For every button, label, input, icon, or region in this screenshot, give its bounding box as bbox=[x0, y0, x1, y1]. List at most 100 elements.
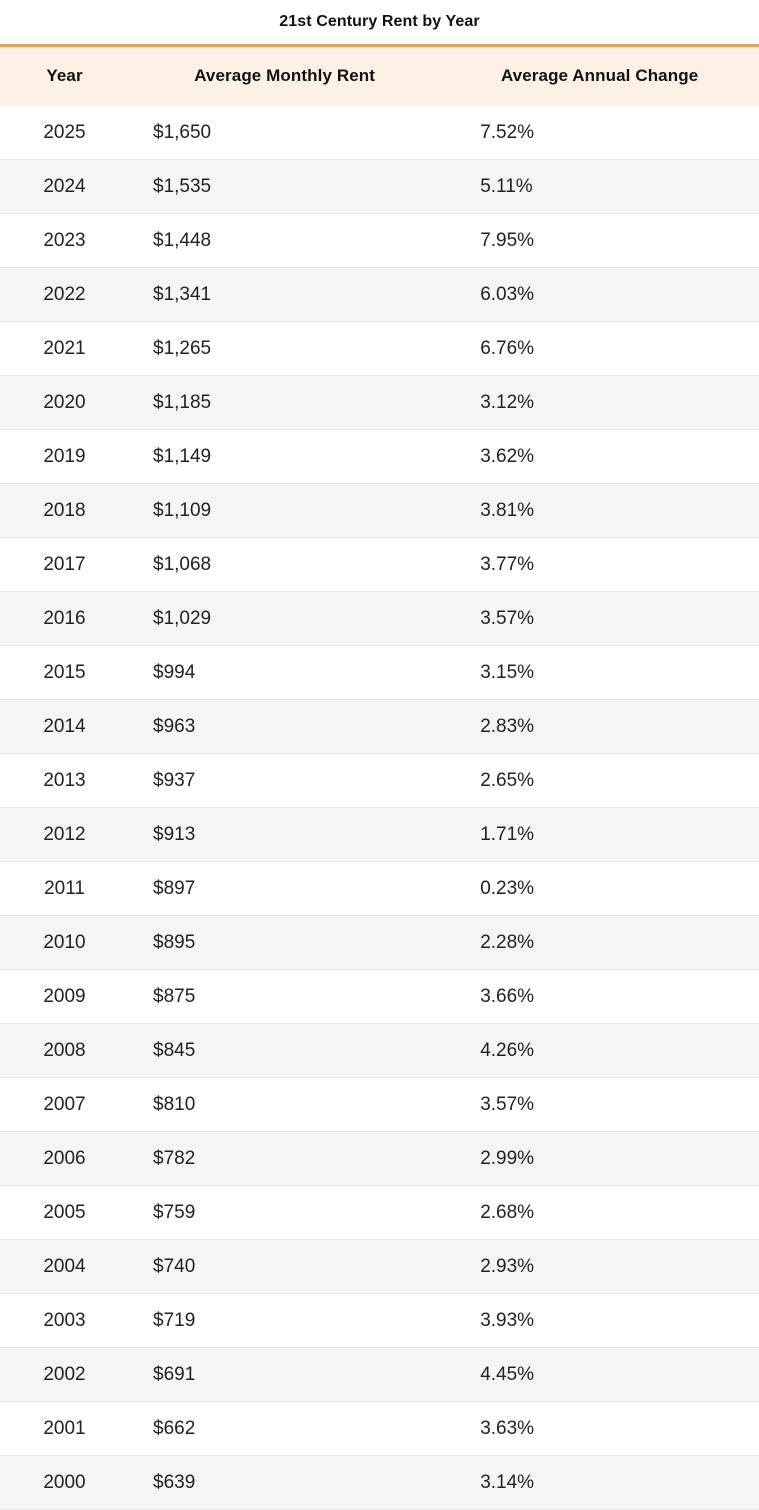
monthly-rent-cell: $639 bbox=[153, 1472, 196, 1493]
table-title: 21st Century Rent by Year bbox=[279, 13, 480, 30]
monthly-rent-cell: $1,448 bbox=[153, 230, 212, 251]
year-cell: 2003 bbox=[43, 1310, 86, 1331]
annual-change-cell: 2.28% bbox=[480, 932, 535, 953]
year-cell: 2021 bbox=[43, 338, 86, 359]
table-row: 2008 $845 4.26% bbox=[0, 1023, 759, 1078]
year-cell: 2012 bbox=[43, 824, 86, 845]
table-row: 2025 $1,650 7.52% bbox=[0, 105, 759, 160]
year-cell: 2017 bbox=[43, 554, 86, 575]
table-row: 2001 $662 3.63% bbox=[0, 1401, 759, 1456]
table-row: 2014 $963 2.83% bbox=[0, 699, 759, 754]
year-cell: 2000 bbox=[43, 1472, 86, 1493]
monthly-rent-cell: $1,341 bbox=[153, 284, 212, 305]
annual-change-cell: 6.76% bbox=[480, 338, 535, 359]
annual-change-cell: 2.65% bbox=[480, 770, 535, 791]
column-header-monthly-rent: Average Monthly Rent bbox=[129, 45, 441, 106]
monthly-rent-cell: $963 bbox=[153, 716, 196, 737]
table-row: 2019 $1,149 3.62% bbox=[0, 429, 759, 484]
table-row: 2009 $875 3.66% bbox=[0, 969, 759, 1024]
annual-change-cell: 3.57% bbox=[480, 608, 535, 629]
table-row: 2000 $639 3.14% bbox=[0, 1455, 759, 1510]
year-cell: 2020 bbox=[43, 392, 86, 413]
monthly-rent-cell: $740 bbox=[153, 1256, 196, 1277]
column-header-annual-change: Average Annual Change bbox=[440, 45, 759, 106]
column-header-year: Year bbox=[0, 45, 130, 106]
rent-by-year-table: Year Average Monthly Rent Average Annual… bbox=[0, 44, 759, 1510]
annual-change-cell: 3.77% bbox=[480, 554, 535, 575]
year-cell: 2011 bbox=[44, 878, 85, 899]
monthly-rent-cell: $662 bbox=[153, 1418, 196, 1439]
year-cell: 2007 bbox=[43, 1094, 86, 1115]
year-cell: 2014 bbox=[43, 716, 86, 737]
table-row: 2023 $1,448 7.95% bbox=[0, 213, 759, 268]
annual-change-cell: 4.45% bbox=[480, 1364, 535, 1385]
year-cell: 2004 bbox=[43, 1256, 86, 1277]
table-row: 2017 $1,068 3.77% bbox=[0, 537, 759, 592]
monthly-rent-cell: $719 bbox=[153, 1310, 196, 1331]
annual-change-cell: 7.52% bbox=[480, 122, 535, 143]
year-cell: 2002 bbox=[43, 1364, 86, 1385]
table-row: 2005 $759 2.68% bbox=[0, 1185, 759, 1240]
monthly-rent-cell: $759 bbox=[153, 1202, 196, 1223]
annual-change-cell: 3.63% bbox=[480, 1418, 535, 1439]
year-cell: 2024 bbox=[43, 176, 86, 197]
year-cell: 2019 bbox=[43, 446, 86, 467]
year-cell: 2008 bbox=[43, 1040, 86, 1061]
year-cell: 2010 bbox=[43, 932, 86, 953]
annual-change-cell: 3.14% bbox=[480, 1472, 535, 1493]
monthly-rent-cell: $875 bbox=[153, 986, 196, 1007]
monthly-rent-cell: $937 bbox=[153, 770, 196, 791]
monthly-rent-cell: $897 bbox=[153, 878, 196, 899]
annual-change-cell: 0.23% bbox=[480, 878, 535, 899]
year-cell: 2013 bbox=[43, 770, 86, 791]
annual-change-cell: 2.99% bbox=[480, 1148, 535, 1169]
monthly-rent-cell: $1,535 bbox=[153, 176, 212, 197]
monthly-rent-cell: $994 bbox=[153, 662, 196, 683]
table-row: 2007 $810 3.57% bbox=[0, 1077, 759, 1132]
monthly-rent-cell: $1,185 bbox=[153, 392, 212, 413]
header-row: Year Average Monthly Rent Average Annual… bbox=[0, 45, 759, 106]
year-cell: 2022 bbox=[43, 284, 86, 305]
annual-change-cell: 6.03% bbox=[480, 284, 535, 305]
monthly-rent-cell: $913 bbox=[153, 824, 196, 845]
monthly-rent-cell: $1,068 bbox=[153, 554, 212, 575]
annual-change-cell: 3.62% bbox=[480, 446, 535, 467]
table-row: 2003 $719 3.93% bbox=[0, 1293, 759, 1348]
table-row: 2015 $994 3.15% bbox=[0, 645, 759, 700]
year-cell: 2009 bbox=[43, 986, 86, 1007]
table-row: 2018 $1,109 3.81% bbox=[0, 483, 759, 538]
table-row: 2020 $1,185 3.12% bbox=[0, 375, 759, 430]
year-cell: 2015 bbox=[43, 662, 86, 683]
monthly-rent-cell: $1,109 bbox=[153, 500, 212, 521]
table-row: 2006 $782 2.99% bbox=[0, 1131, 759, 1186]
monthly-rent-cell: $895 bbox=[153, 932, 196, 953]
annual-change-cell: 2.83% bbox=[480, 716, 535, 737]
year-cell: 2005 bbox=[43, 1202, 86, 1223]
annual-change-cell: 3.93% bbox=[480, 1310, 535, 1331]
annual-change-cell: 7.95% bbox=[480, 230, 535, 251]
table-row: 2016 $1,029 3.57% bbox=[0, 591, 759, 646]
annual-change-cell: 3.57% bbox=[480, 1094, 535, 1115]
monthly-rent-cell: $1,029 bbox=[153, 608, 212, 629]
annual-change-cell: 2.68% bbox=[480, 1202, 535, 1223]
table-row: 2021 $1,265 6.76% bbox=[0, 321, 759, 376]
year-cell: 2023 bbox=[43, 230, 86, 251]
monthly-rent-cell: $1,265 bbox=[153, 338, 212, 359]
monthly-rent-cell: $691 bbox=[153, 1364, 196, 1385]
annual-change-cell: 3.12% bbox=[480, 392, 535, 413]
year-cell: 2018 bbox=[43, 500, 86, 521]
table-row: 2013 $937 2.65% bbox=[0, 753, 759, 808]
table-row: 2002 $691 4.45% bbox=[0, 1347, 759, 1402]
table-row: 2004 $740 2.93% bbox=[0, 1239, 759, 1294]
table-body: 2025 $1,650 7.52% 2024 $1,535 5.11% 2023… bbox=[0, 105, 759, 1510]
annual-change-cell: 5.11% bbox=[480, 176, 533, 197]
annual-change-cell: 3.15% bbox=[480, 662, 535, 683]
annual-change-cell: 3.66% bbox=[480, 986, 535, 1007]
table-row: 2024 $1,535 5.11% bbox=[0, 159, 759, 214]
monthly-rent-cell: $810 bbox=[153, 1094, 196, 1115]
table-row: 2010 $895 2.28% bbox=[0, 915, 759, 970]
table-row: 2022 $1,341 6.03% bbox=[0, 267, 759, 322]
annual-change-cell: 2.93% bbox=[480, 1256, 535, 1277]
annual-change-cell: 1.71% bbox=[480, 824, 535, 845]
